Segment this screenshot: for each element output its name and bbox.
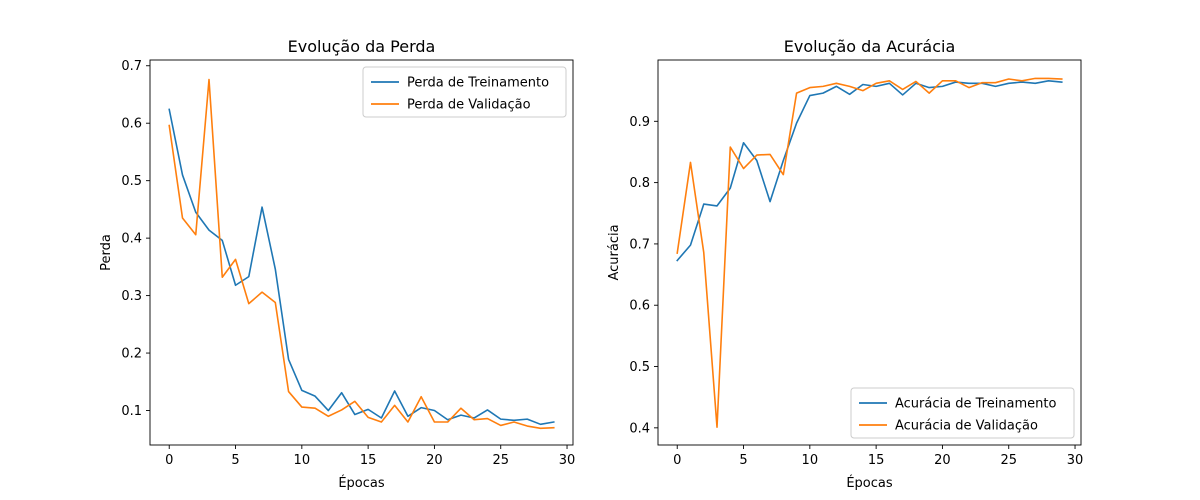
loss-y-tick-label: 0.3 — [121, 289, 142, 304]
loss-x-tick-label: 15 — [360, 453, 377, 468]
accuracy-legend: Acurácia de Treinamento Acurácia de Valid… — [850, 387, 1075, 439]
accuracy-y-tick-label: 0.7 — [629, 237, 650, 252]
accuracy-y-tick-label: 0.4 — [629, 421, 650, 436]
accuracy-chart-title: Evolução da Acurácia — [784, 37, 956, 56]
accuracy-series-line-validation — [676, 77, 1063, 429]
accuracy-chart: 0 5 10 15 20 25 30 0.4 0.5 0.6 0.7 0.8 0.9 Evolução d… — [607, 37, 1083, 491]
loss-y-axis-label: Perda — [99, 234, 114, 271]
loss-chart: 0 5 10 15 20 25 30 0.1 0.2 0.3 0.4 0.5 0.6 0.7 Evoluçã… — [99, 37, 575, 491]
accuracy-legend-label-validation: Acurácia de Validação — [895, 419, 1038, 434]
loss-x-tick-label: 20 — [426, 453, 443, 468]
loss-y-tick-label: 0.2 — [121, 347, 142, 362]
loss-legend-box — [362, 66, 567, 118]
loss-series-line-train — [168, 108, 555, 426]
accuracy-legend-label-train: Acurácia de Treinamento — [895, 397, 1057, 412]
accuracy-x-tick-label: 5 — [739, 453, 747, 468]
accuracy-x-tick-label: 0 — [673, 453, 681, 468]
accuracy-legend-box — [850, 387, 1075, 439]
loss-x-axis-label: Épocas — [338, 475, 385, 491]
loss-y-tick-label: 0.7 — [121, 59, 142, 74]
loss-x-tick-label: 0 — [165, 453, 173, 468]
loss-legend-label-train: Perda de Treinamento — [407, 76, 549, 91]
loss-x-tick-label: 25 — [492, 453, 509, 468]
accuracy-x-tick-label: 30 — [1067, 453, 1084, 468]
loss-y-tick-label: 0.1 — [121, 404, 142, 419]
accuracy-series-line-train — [676, 80, 1063, 262]
loss-axes-frame — [149, 59, 574, 446]
loss-x-tick-label: 10 — [294, 453, 311, 468]
accuracy-y-tick-label: 0.6 — [629, 299, 650, 314]
loss-legend-label-validation: Perda de Validação — [407, 98, 531, 113]
loss-chart-title: Evolução da Perda — [288, 37, 436, 56]
accuracy-y-tick-label: 0.5 — [629, 360, 650, 375]
accuracy-y-axis-label: Acurácia — [607, 224, 622, 280]
accuracy-x-tick-label: 25 — [1000, 453, 1017, 468]
accuracy-x-axis-label: Épocas — [846, 475, 893, 491]
accuracy-x-tick-label: 20 — [934, 453, 951, 468]
accuracy-y-tick-label: 0.8 — [629, 176, 650, 191]
loss-legend: Perda de Treinamento Perda de Validação — [362, 66, 567, 118]
loss-y-tick-label: 0.6 — [121, 117, 142, 132]
loss-series-line-validation — [168, 78, 555, 430]
loss-y-tick-label: 0.4 — [121, 232, 142, 247]
loss-y-tick-label: 0.5 — [121, 174, 142, 189]
accuracy-axes-frame — [657, 59, 1082, 446]
accuracy-x-tick-label: 15 — [868, 453, 885, 468]
accuracy-x-tick-label: 10 — [802, 453, 819, 468]
accuracy-y-tick-label: 0.9 — [629, 115, 650, 130]
loss-x-tick-label: 30 — [559, 453, 576, 468]
loss-x-tick-label: 5 — [231, 453, 239, 468]
